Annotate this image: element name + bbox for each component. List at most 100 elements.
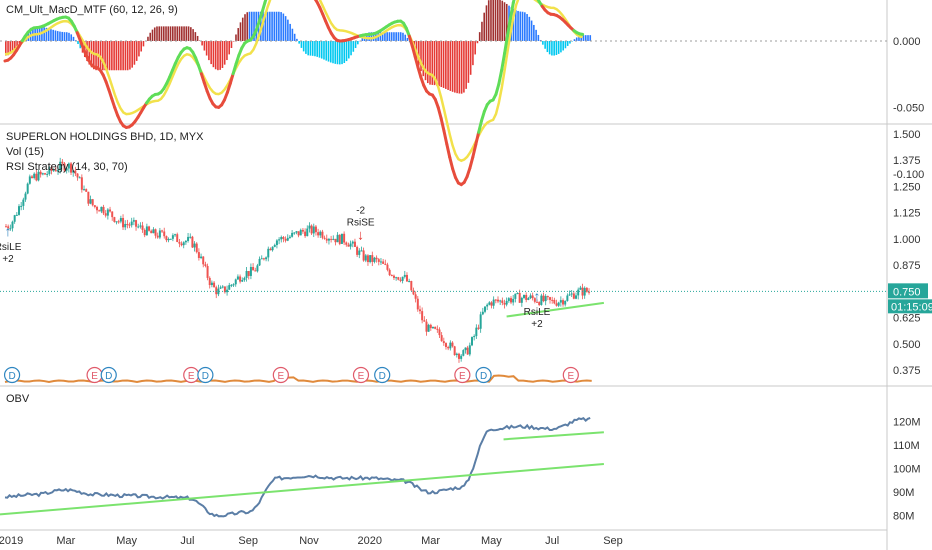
macd-histogram-bar [199,40,201,41]
candle-body [325,238,328,241]
macd-histogram-bar [16,41,18,47]
dividend-event-marker[interactable]: D [374,366,391,384]
candle-body [137,226,140,228]
macd-panel[interactable] [0,0,887,187]
candle-body [308,225,311,229]
candle-body [492,299,495,306]
candle-body [28,176,31,184]
macd-histogram-bar [370,32,373,41]
earnings-event-marker[interactable]: E [272,366,289,384]
macd-histogram-bar [323,41,325,60]
candle-body [538,302,541,305]
obv-title: OBV [6,393,30,405]
macd-histogram-bar [72,36,75,41]
signal-qty: +2 [2,254,14,265]
macd-histogram-bar [194,32,197,41]
macd-histogram-bar [584,35,587,41]
macd-histogram-bar [208,41,210,61]
candle-body [423,320,426,322]
candle-body [494,299,497,301]
candle-body [338,234,341,244]
macd-histogram-bar [86,41,88,62]
earnings-event-marker[interactable]: E [454,366,471,384]
candle-body [479,314,482,329]
macd-histogram-bar [237,28,240,41]
candle-body [336,234,339,243]
candle-body [425,321,428,332]
candle-body [96,206,99,211]
macd-histogram-bar [169,26,172,41]
candle-body [80,177,83,190]
candle-body [436,328,439,330]
candle-body [85,189,88,192]
candle-body [412,290,415,295]
macd-line-segment [445,142,452,159]
macd-histogram-bar [476,41,479,44]
macd-histogram-bar [59,31,61,41]
candle-body [176,234,179,243]
dividend-event-marker[interactable]: D [475,366,492,384]
macd-line-segment [477,119,484,134]
macd-histogram-bar [329,41,332,63]
macd-histogram-bar [273,11,276,41]
macd-histogram-bar [325,41,328,61]
earnings-event-marker[interactable]: E [86,366,103,384]
macd-histogram-bar [214,41,217,70]
candle-body [35,173,38,181]
candle-body [189,236,192,238]
macd-line-segment [260,1,267,14]
candle-body [158,230,161,238]
macd-histogram-bar [537,34,540,41]
earnings-event-marker[interactable]: E [562,366,579,384]
macd-histogram-bar [472,41,474,66]
macd-histogram-bar [587,35,589,41]
macd-histogram-bar [192,29,194,41]
macd-histogram-bar [447,41,449,90]
candle-body [230,284,233,286]
dividend-event-marker[interactable]: D [197,366,214,384]
macd-histogram-bar [544,41,546,49]
candle-body [269,248,272,251]
obv-short-trendline [503,431,604,441]
macd-histogram-bar [555,41,558,55]
candle-body [239,276,242,282]
candle-body [408,281,411,283]
candle-body [204,264,207,266]
candle-body [91,199,94,206]
macd-histogram-bar [456,41,458,94]
earnings-event-marker[interactable]: E [352,366,370,384]
strategy-signal[interactable]: ↑ RsiLE+2 [0,223,22,265]
candle-body [11,221,14,229]
candle-body [50,167,53,171]
obv-panel[interactable] [0,416,604,518]
macd-histogram-bar [474,41,476,55]
macd-histogram-bar [402,32,404,41]
candle-body [557,302,560,306]
macd-histogram-bar [61,31,64,41]
macd-histogram-bar [469,41,472,75]
candle-body [171,235,174,239]
dividend-event-marker[interactable]: D [3,366,21,384]
macd-histogram-bar [343,41,346,63]
candle-body [395,277,398,279]
macd-histogram-bar [167,26,170,41]
candle-body [141,225,144,230]
candle-body [510,298,513,303]
candle-body [330,238,333,240]
obv-line [4,416,591,518]
event-marker-circle [374,366,391,384]
strategy-signal[interactable]: ↑ RsiLE+2 [524,288,551,330]
macd-histogram-bar [239,22,242,41]
candle-body [87,191,90,204]
candle-body [7,226,10,229]
candle-body [351,241,354,244]
macd-line-segment [506,16,512,37]
candle-body [76,173,79,178]
earnings-event-marker[interactable]: E [183,366,200,384]
macd-histogram-bar [102,41,104,71]
dividend-event-marker[interactable]: D [100,366,117,384]
candle-body [566,295,569,301]
candle-body [46,173,49,175]
